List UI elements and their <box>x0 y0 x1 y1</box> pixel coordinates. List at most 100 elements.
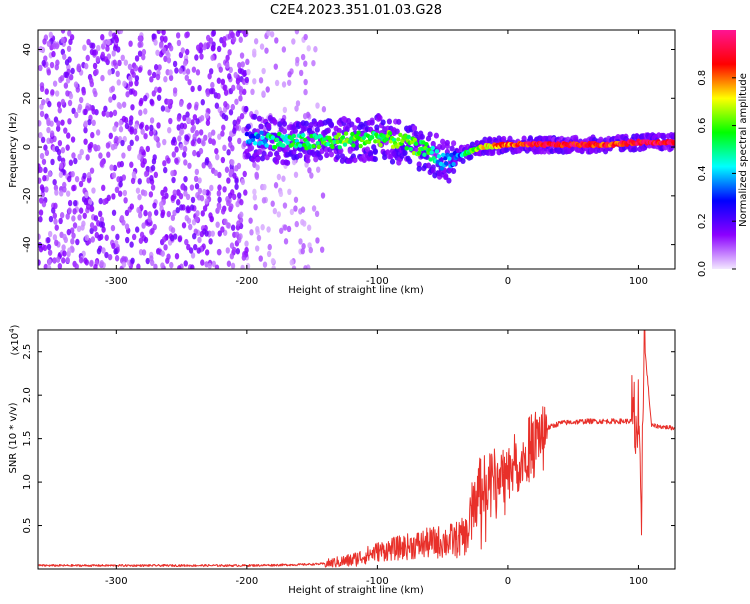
spectrogram-signal-point <box>316 144 322 150</box>
spectrogram-noise-blob <box>84 62 89 70</box>
spectrogram-noise-blob <box>81 220 86 227</box>
spectrogram-noise-blob <box>100 221 106 228</box>
spectrogram-noise-blob <box>121 101 127 108</box>
spectrogram-noise-blob <box>174 146 179 153</box>
spectrogram-noise-blob <box>150 164 156 172</box>
spectrogram-noise-blob <box>93 263 98 269</box>
spectrogram-y-tick-label: -40 <box>22 236 33 252</box>
spectrogram-y-axis-label: Frequency (Hz) <box>8 112 19 188</box>
spectrogram-signal-point <box>340 135 346 140</box>
spectrogram-noise-blob <box>73 199 78 207</box>
spectrogram-noise-blob <box>143 95 148 102</box>
spectrogram-noise-blob <box>75 86 81 93</box>
spectrogram-noise-blob <box>179 128 185 135</box>
snr-y-tick-label: 2.5 <box>22 344 33 360</box>
spectrogram-noise-blob <box>103 56 108 63</box>
spectrogram-noise-blob <box>38 177 42 184</box>
spectrogram-noise-blob <box>149 124 154 132</box>
spectrogram-noise-blob <box>46 117 51 124</box>
spectrogram-signal-point <box>315 141 321 146</box>
spectrogram-noise-blob <box>180 47 185 54</box>
spectrogram-noise-blob <box>160 250 165 257</box>
spectrogram-noise-blob <box>307 167 312 174</box>
spectrogram-noise-blob <box>222 186 227 193</box>
spectrogram-noise-blob <box>60 30 66 34</box>
spectrogram-signal-halo <box>490 149 496 156</box>
spectrogram-noise-blob <box>287 71 292 78</box>
spectrogram-noise-blob <box>111 172 117 179</box>
spectrogram-noise-blob <box>156 122 161 129</box>
spectrogram-signal-point <box>336 132 341 137</box>
spectrogram-noise-blob <box>63 127 68 134</box>
spectrogram-noise-blob <box>239 211 244 218</box>
spectrogram-signal-halo <box>302 125 308 132</box>
spectrogram-noise-blob <box>91 108 96 115</box>
spectrogram-noise-blob <box>311 205 317 212</box>
spectrogram-noise-blob <box>184 74 189 81</box>
spectrogram-noise-blob <box>83 138 88 145</box>
spectrogram-x-tick-label: -200 <box>236 276 259 287</box>
spectrogram-noise-blob <box>145 145 151 153</box>
spectrogram-noise-blob <box>138 123 144 130</box>
spectrogram-noise-blob <box>67 199 73 207</box>
spectrogram-signal-halo <box>248 144 255 151</box>
spectrogram-noise-blob <box>83 120 89 127</box>
spectrogram-noise-blob <box>53 202 58 210</box>
spectrogram-noise-blob <box>136 206 141 214</box>
spectrogram-noise-blob <box>147 211 152 218</box>
spectrogram-noise-blob <box>127 63 133 70</box>
spectrogram-noise-blob <box>48 215 54 223</box>
spectrogram-noise-blob <box>51 50 56 58</box>
spectrogram-noise-blob <box>169 261 174 269</box>
spectrogram-noise-blob <box>135 187 141 194</box>
spectrogram-noise-blob <box>218 66 223 73</box>
spectrogram-noise-blob <box>142 158 147 165</box>
spectrogram-noise-blob <box>119 160 124 168</box>
spectrogram-noise-blob <box>66 228 71 236</box>
snr-y-tick-label: 2.0 <box>22 387 33 403</box>
spectrogram-noise-blob <box>137 212 143 219</box>
spectrogram-noise-blob <box>192 232 197 240</box>
snr-x-tick-label: -200 <box>236 576 259 587</box>
spectrogram-noise-blob <box>179 122 185 130</box>
spectrogram-noise-blob <box>49 130 55 137</box>
spectrogram-noise-blob <box>75 238 80 246</box>
spectrogram-noise-blob <box>145 257 150 265</box>
spectrogram-noise-blob <box>67 175 72 183</box>
spectrogram-noise-blob <box>171 151 177 158</box>
spectrogram-noise-blob <box>289 259 294 266</box>
spectrogram-noise-blob <box>54 224 59 231</box>
spectrogram-noise-blob <box>118 126 124 133</box>
spectrogram-noise-blob <box>197 187 203 195</box>
spectrogram-noise-blob <box>73 81 79 88</box>
spectrogram-noise-blob <box>242 140 247 148</box>
spectrogram-noise-blob <box>143 236 149 244</box>
spectrogram-noise-blob <box>166 57 172 64</box>
spectrogram-noise-blob <box>114 186 120 194</box>
spectrogram-noise-blob <box>157 86 162 94</box>
spectrogram-noise-blob <box>137 66 143 73</box>
spectrogram-noise-blob <box>229 203 234 210</box>
spectrogram-noise-blob <box>101 226 106 233</box>
spectrogram-noise-blob <box>250 88 255 96</box>
spectrogram-noise-blob <box>191 124 197 132</box>
snr-scale-note: (x104) <box>8 324 21 355</box>
spectrogram-noise-blob <box>252 194 258 201</box>
spectrogram-noise-blob <box>225 247 230 254</box>
colorbar-tick-label: 0.6 <box>697 118 708 134</box>
spectrogram-signal-halo <box>507 135 513 142</box>
spectrogram-signal-halo <box>292 127 299 134</box>
spectrogram-y-tick-label: 40 <box>22 43 33 56</box>
spectrogram-noise-blob <box>302 112 308 120</box>
spectrogram-noise-blob <box>311 59 316 67</box>
spectrogram-noise-blob <box>47 100 52 108</box>
spectrogram-noise-blob <box>51 207 56 214</box>
spectrogram-noise-blob <box>209 184 214 192</box>
spectrogram-noise-blob <box>70 67 75 75</box>
spectrogram-noise-blob <box>143 132 148 140</box>
spectrogram-noise-blob <box>245 58 250 66</box>
chart-title: C2E4.2023.351.01.03.G28 <box>270 3 442 18</box>
spectrogram-noise-blob <box>226 222 231 229</box>
spectrogram-noise-blob <box>129 203 134 210</box>
spectrogram-noise-blob <box>229 242 235 249</box>
